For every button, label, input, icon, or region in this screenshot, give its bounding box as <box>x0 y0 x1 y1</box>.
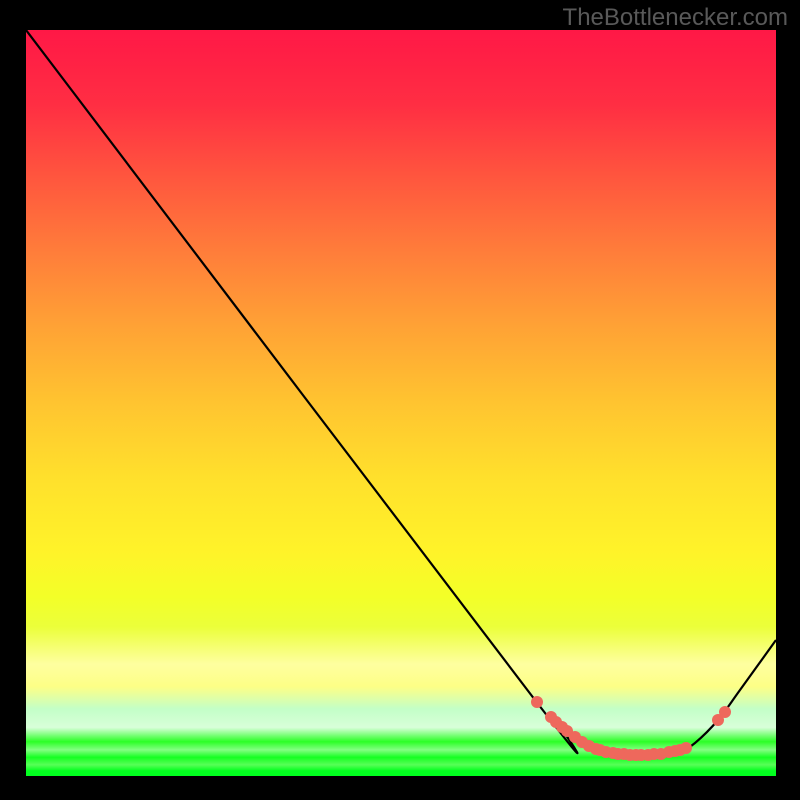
data-marker <box>531 696 543 708</box>
bottleneck-chart <box>0 0 800 800</box>
watermark-text: TheBottlenecker.com <box>563 4 788 32</box>
chart-container: TheBottlenecker.com <box>0 0 800 800</box>
data-marker <box>680 742 692 754</box>
plot-background <box>26 30 776 776</box>
data-marker <box>719 706 731 718</box>
